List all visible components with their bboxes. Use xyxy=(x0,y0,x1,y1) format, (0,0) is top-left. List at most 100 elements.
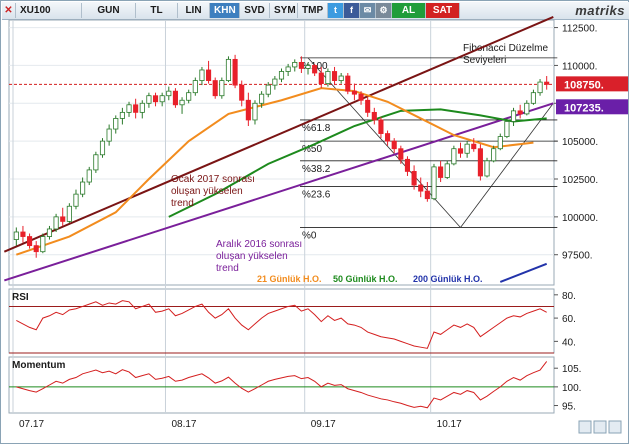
fib-level-label-5: %0 xyxy=(302,230,317,241)
candle-body xyxy=(27,236,33,247)
candle-body xyxy=(418,184,424,192)
rsi-line xyxy=(16,300,547,349)
facebook-icon[interactable]: f xyxy=(344,3,360,18)
candle-body xyxy=(272,78,278,86)
candle-body xyxy=(424,190,430,200)
candle-body xyxy=(524,102,530,115)
email-icon[interactable]: ✉ xyxy=(360,3,376,18)
candle-body xyxy=(404,158,411,172)
ma-legend-1: 50 Günlük H.O. xyxy=(333,274,398,284)
candle-body xyxy=(331,71,338,81)
price-badge-2: 107235. xyxy=(564,102,604,114)
candle-body xyxy=(305,65,311,69)
trendline-0 xyxy=(3,16,554,253)
symbol-button-sym[interactable]: SYM xyxy=(270,3,298,18)
twitter-icon[interactable]: t xyxy=(328,3,344,18)
price-badge-bg-2 xyxy=(556,99,628,115)
momentum-title: Momentum xyxy=(12,360,65,371)
candle-body xyxy=(86,169,92,183)
trendline-label-1-line-3: trend xyxy=(216,263,239,274)
candle-body xyxy=(517,110,523,115)
candle-body xyxy=(278,71,285,80)
candle-body xyxy=(471,143,477,150)
rsi-tick-label-1: 60. xyxy=(562,314,576,325)
candle-body xyxy=(99,140,106,156)
fib-level-label-3: %38.2 xyxy=(302,164,331,175)
sell-button[interactable]: SAT xyxy=(426,3,460,18)
candle-body xyxy=(464,143,470,154)
candle-body xyxy=(338,75,344,81)
price-tick-label-0: 112500. xyxy=(562,24,597,35)
trendline-1 xyxy=(4,102,554,282)
candle-body xyxy=(206,69,212,81)
candle-body xyxy=(40,236,46,253)
candle-body xyxy=(133,104,139,113)
candle-body xyxy=(537,81,543,94)
period-button-gun[interactable]: GUN xyxy=(82,3,136,18)
price-tick-label-3: 105000. xyxy=(562,137,598,148)
month-label-0: 07.17 xyxy=(19,419,44,430)
rsi-title: RSI xyxy=(12,292,29,303)
rsi-tick-label-0: 80. xyxy=(562,291,576,302)
candle-body xyxy=(172,90,178,106)
candle-body xyxy=(265,84,271,95)
candle-body xyxy=(166,90,172,97)
candle-body xyxy=(391,140,397,150)
candle-body xyxy=(126,104,132,113)
candle-body xyxy=(53,216,59,230)
candle-body xyxy=(431,166,437,200)
fib-title-line-1: Fibonacci Düzelme xyxy=(463,43,548,54)
template-button-tmp[interactable]: TMP xyxy=(298,3,328,18)
ma200-line xyxy=(499,262,548,283)
fib-level-label-2: %50 xyxy=(302,144,322,155)
candle-body xyxy=(497,136,503,150)
candle-body xyxy=(325,71,331,85)
fib-level-label-4: %23.6 xyxy=(302,190,331,201)
candle-body xyxy=(219,80,225,97)
chart-type-button-khn[interactable]: KHN xyxy=(210,3,240,18)
candle-body xyxy=(13,231,19,240)
momentum-line xyxy=(16,361,548,409)
candle-body xyxy=(232,58,238,86)
candle-body xyxy=(491,148,497,162)
candle-body xyxy=(252,102,258,121)
candle-body xyxy=(60,216,66,222)
candle-body xyxy=(179,99,185,106)
symbol-label[interactable]: XU100 xyxy=(16,3,82,18)
candle-body xyxy=(318,72,324,84)
candle-body xyxy=(385,133,391,142)
candle-body xyxy=(358,93,364,101)
candle-body xyxy=(345,75,351,92)
ma21-line xyxy=(15,87,534,256)
ma50-line xyxy=(168,108,547,218)
candle-body xyxy=(33,245,39,253)
buy-button[interactable]: AL xyxy=(392,3,426,18)
rsi-tick-label-2: 40. xyxy=(562,337,576,348)
chart-toolbar: ✕ XU100 GUN TL LIN KHN SVD SYM TMP t f ✉… xyxy=(2,2,629,20)
trendline-label-1-line-2: oluşan yükselen xyxy=(216,251,288,262)
rsi-panel xyxy=(8,288,555,354)
candle-body xyxy=(212,80,218,97)
candle-body xyxy=(371,111,377,121)
chart-type-button-svd[interactable]: SVD xyxy=(240,3,270,18)
month-label-1: 08.17 xyxy=(171,419,196,430)
momentum-tick-label-1: 100. xyxy=(562,383,581,394)
candle-body xyxy=(119,111,125,119)
candle-body xyxy=(457,148,464,154)
candle-body xyxy=(259,93,265,104)
candle-body xyxy=(192,80,198,94)
candle-body xyxy=(73,193,79,207)
momentum-tick-label-0: 105. xyxy=(562,364,581,375)
currency-button-tl[interactable]: TL xyxy=(136,3,178,18)
candle-body xyxy=(411,171,417,186)
month-label-2: 09.17 xyxy=(311,419,336,430)
candle-body xyxy=(351,90,357,95)
price-badge-bg-0 xyxy=(556,76,628,92)
settings-icon[interactable]: ⚙ xyxy=(376,3,392,18)
candle-body xyxy=(239,84,245,101)
scale-button-lin[interactable]: LIN xyxy=(178,3,210,18)
close-icon[interactable]: ✕ xyxy=(2,3,16,18)
candle-body xyxy=(245,99,251,121)
candle-body xyxy=(312,65,318,74)
